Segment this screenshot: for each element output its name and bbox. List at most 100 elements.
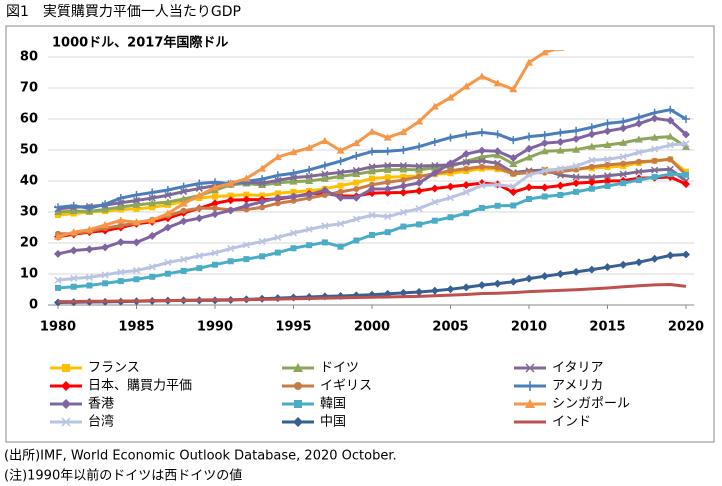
marker (148, 188, 157, 197)
marker (305, 143, 314, 151)
marker (337, 220, 345, 228)
marker (430, 163, 439, 171)
marker (556, 181, 565, 190)
marker (477, 128, 486, 137)
marker (415, 142, 424, 151)
marker (509, 85, 518, 93)
marker (572, 134, 581, 143)
marker (226, 196, 235, 205)
marker (242, 241, 250, 249)
marker (682, 16, 690, 23)
marker (525, 363, 535, 373)
marker (258, 197, 267, 206)
marker (415, 165, 424, 173)
marker (415, 162, 423, 170)
marker (69, 246, 78, 255)
marker (148, 231, 157, 240)
marker (369, 231, 375, 238)
marker (101, 271, 109, 279)
marker (540, 139, 549, 148)
marker (587, 265, 596, 274)
marker (353, 179, 360, 186)
marker (416, 221, 423, 228)
marker (572, 162, 580, 170)
marker (446, 133, 455, 142)
marker (493, 79, 502, 87)
marker (619, 170, 627, 178)
marker (493, 130, 502, 139)
marker (509, 183, 517, 191)
marker (306, 242, 313, 249)
marker (683, 168, 689, 175)
marker (195, 214, 204, 223)
marker (163, 209, 172, 217)
marker (493, 279, 502, 288)
marker (634, 135, 643, 143)
marker (54, 203, 62, 212)
marker (682, 180, 690, 189)
marker (431, 198, 439, 206)
marker (509, 154, 518, 163)
marker (478, 204, 485, 211)
marker (446, 285, 455, 294)
marker (352, 193, 361, 202)
marker (321, 170, 329, 178)
marker (399, 188, 408, 197)
marker (494, 202, 501, 209)
marker (352, 139, 361, 147)
marker (321, 191, 328, 198)
marker (603, 141, 612, 149)
marker (603, 119, 612, 128)
marker (149, 273, 156, 280)
marker (148, 263, 156, 271)
marker (116, 203, 125, 211)
marker (556, 50, 565, 51)
marker (242, 201, 251, 210)
y-tick-label: 20 (20, 236, 38, 251)
marker (273, 194, 282, 203)
marker (195, 184, 203, 192)
marker (116, 194, 125, 203)
legend-label: イタリア (552, 361, 603, 376)
marker (525, 183, 533, 192)
marker (289, 174, 298, 182)
marker (69, 228, 78, 236)
footnote: (注)1990年以前のドイツは西ドイツの値 (4, 468, 242, 484)
marker (259, 253, 266, 260)
marker (541, 193, 548, 200)
marker (384, 179, 391, 186)
marker (259, 192, 266, 199)
marker (101, 205, 110, 213)
marker (384, 174, 391, 181)
marker (289, 229, 298, 237)
x-tick-label: 1990 (197, 320, 233, 335)
marker (336, 157, 345, 166)
marker (588, 156, 596, 164)
marker (603, 155, 612, 163)
x-tick-label: 2015 (589, 320, 625, 335)
marker (69, 207, 78, 215)
marker (258, 179, 266, 187)
marker (588, 32, 596, 39)
marker (446, 194, 455, 202)
marker (212, 261, 218, 268)
marker (164, 258, 172, 267)
marker (273, 153, 282, 161)
marker (477, 281, 486, 290)
marker (180, 255, 188, 263)
marker (289, 192, 298, 201)
y-tick-label: 50 (20, 143, 38, 158)
marker (258, 175, 267, 184)
y-tick-label: 60 (20, 112, 38, 127)
marker (683, 171, 689, 178)
marker (164, 191, 172, 199)
marker (369, 181, 375, 188)
marker (525, 132, 533, 141)
marker (478, 163, 485, 170)
legend-label: イギリス (320, 379, 372, 394)
legend-label: 台湾 (88, 414, 114, 430)
marker (651, 166, 659, 174)
marker (667, 171, 674, 178)
marker (368, 163, 376, 171)
marker (400, 173, 407, 180)
